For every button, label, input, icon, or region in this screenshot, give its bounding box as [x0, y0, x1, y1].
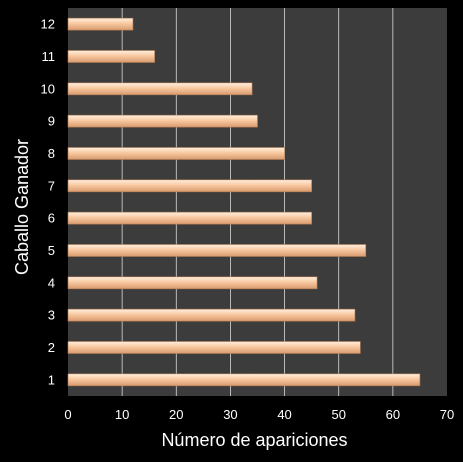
bars: [67, 17, 421, 387]
bar-8: [67, 147, 285, 160]
bar-5: [67, 244, 367, 257]
x-tick-label: 70: [440, 407, 454, 422]
plot-area: [68, 8, 447, 396]
y-tick-label: 12: [41, 17, 55, 32]
bar-11: [67, 50, 155, 63]
x-tick-labels: 0 10 20 30 40 50 60 70: [64, 407, 454, 422]
x-tick-label: 30: [223, 407, 237, 422]
bar-3: [67, 308, 356, 322]
x-tick-label: 10: [115, 407, 129, 422]
x-axis-title: Número de apariciones: [161, 430, 347, 450]
x-tick-label: 60: [386, 407, 400, 422]
y-tick-label: 2: [48, 340, 55, 355]
bar-2: [67, 341, 361, 354]
y-tick-label: 10: [41, 81, 55, 96]
x-tick-label: 40: [277, 407, 291, 422]
y-tick-label: 9: [48, 114, 55, 129]
y-tick-label: 4: [48, 275, 55, 290]
bar-9: [67, 114, 258, 128]
bar-4: [67, 276, 318, 290]
bar-6: [67, 211, 312, 225]
bar-7: [67, 179, 312, 193]
y-axis-title: Caballo Ganador: [12, 139, 32, 275]
y-tick-label: 8: [48, 146, 55, 161]
y-tick-label: 11: [42, 49, 56, 64]
y-tick-label: 5: [48, 243, 55, 258]
y-tick-label: 3: [48, 308, 55, 323]
bar-1: [67, 373, 421, 387]
gridlines: [121, 8, 394, 396]
y-tick-label: 6: [48, 211, 55, 226]
y-tick-label: 7: [48, 178, 55, 193]
y-tick-label: 1: [48, 372, 55, 387]
x-tick-label: 20: [169, 407, 183, 422]
x-tick-label: 50: [331, 407, 345, 422]
bar-10: [67, 82, 253, 96]
x-tick-label: 0: [64, 407, 71, 422]
bar-12: [67, 17, 134, 31]
